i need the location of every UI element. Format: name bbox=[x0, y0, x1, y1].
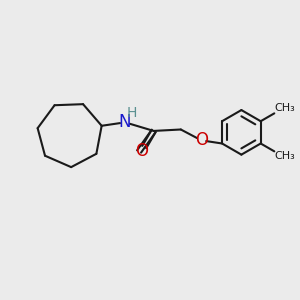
Text: CH₃: CH₃ bbox=[274, 152, 295, 161]
Text: CH₃: CH₃ bbox=[274, 103, 295, 113]
Text: N: N bbox=[119, 113, 131, 131]
Text: O: O bbox=[135, 142, 148, 160]
Text: H: H bbox=[126, 106, 136, 120]
Text: O: O bbox=[195, 131, 208, 149]
